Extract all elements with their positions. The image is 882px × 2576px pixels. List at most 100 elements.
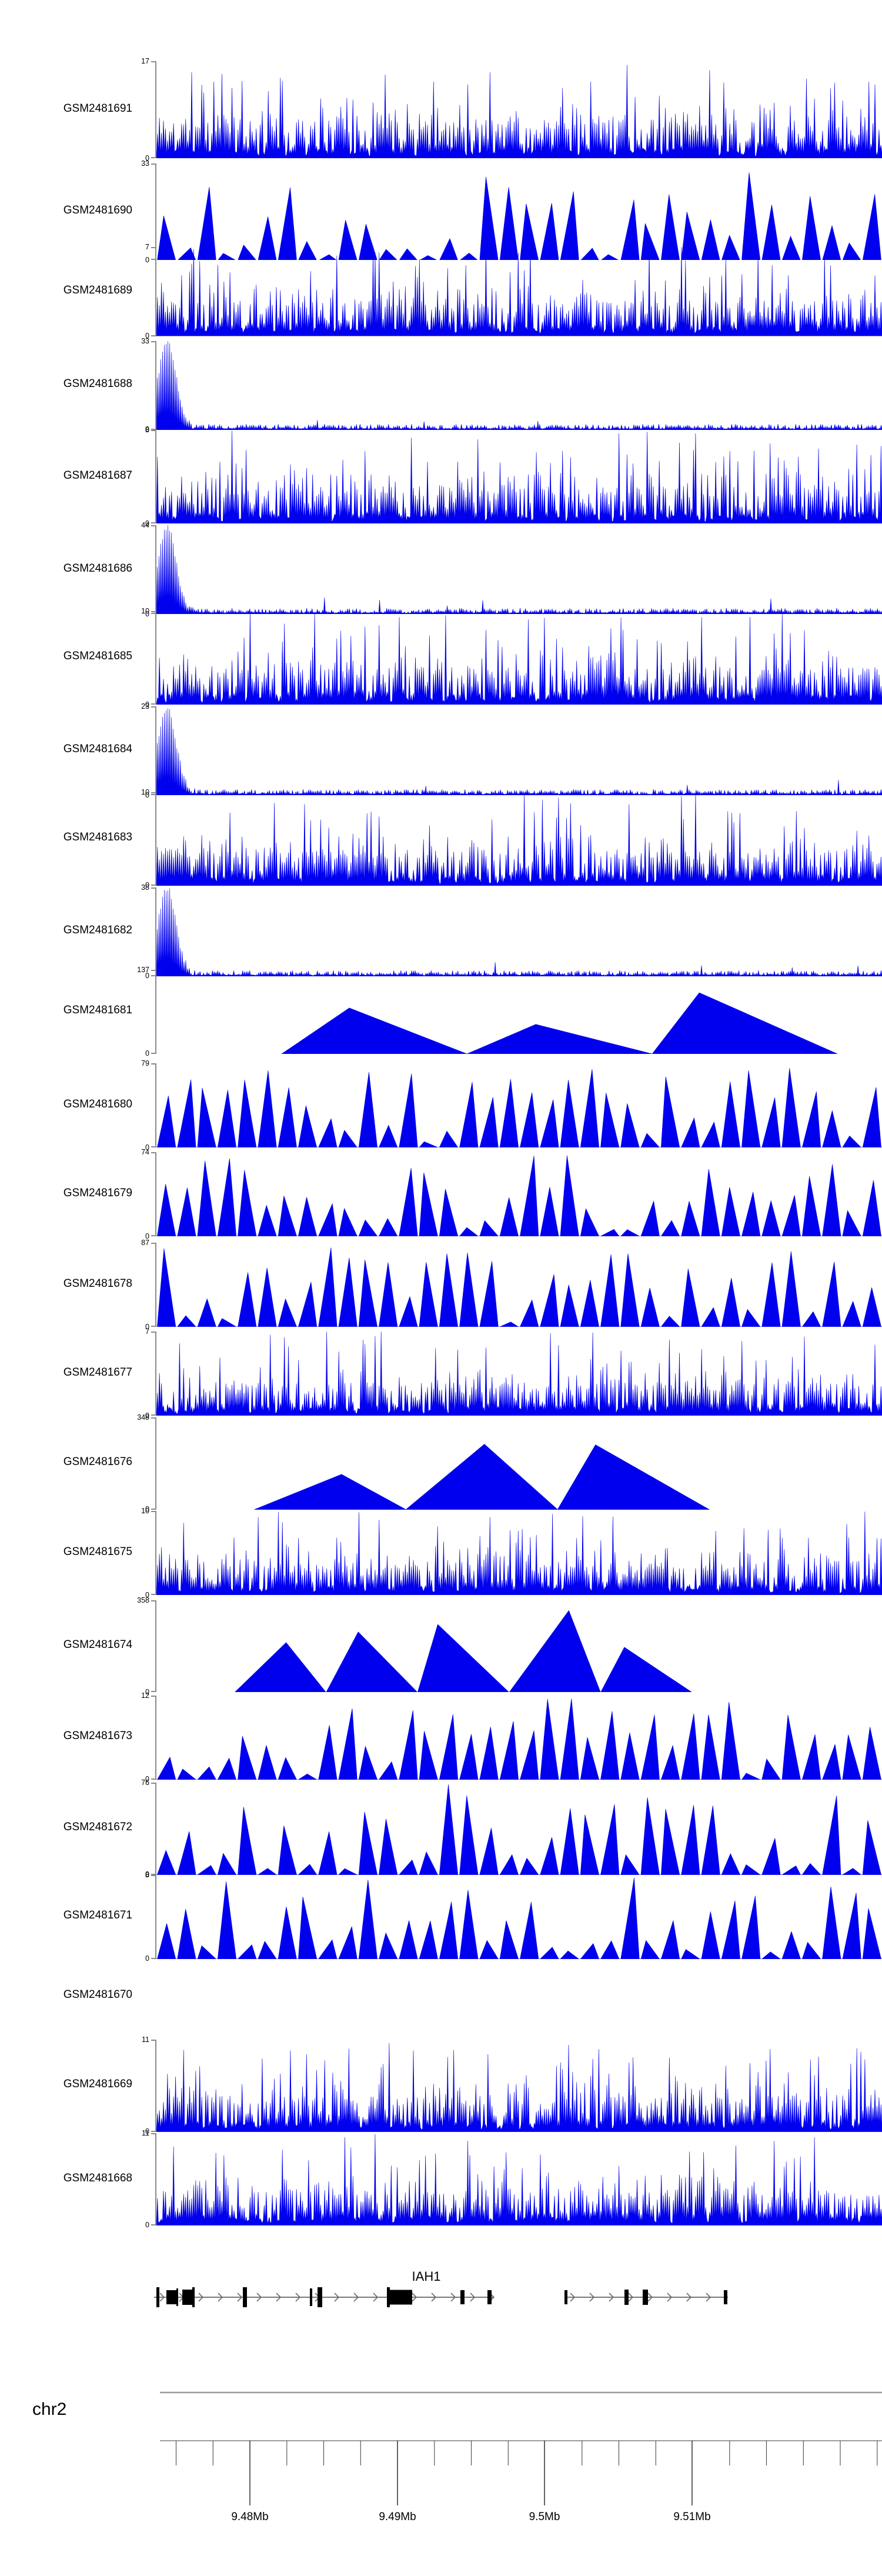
axis-tick-label: 9.49Mb	[379, 2511, 416, 2523]
gene-exon[interactable]	[176, 2288, 178, 2306]
track-data-area[interactable]	[156, 970, 882, 1054]
track-data-area[interactable]	[156, 1243, 882, 1327]
track-y-axis: 33 0	[139, 338, 156, 433]
track-data-area[interactable]	[156, 163, 882, 261]
gene-exon[interactable]	[390, 2290, 412, 2305]
track-gsm2481680[interactable]: GSM2481680 79 0	[0, 1060, 882, 1151]
track-data-area[interactable]	[156, 525, 882, 615]
track-gsm2481683[interactable]: GSM2481683 10 0	[0, 789, 882, 889]
track-data-area[interactable]	[156, 61, 882, 159]
track-data-area[interactable]	[156, 792, 882, 886]
track-gsm2481669[interactable]: GSM2481669 11 0	[0, 2036, 882, 2135]
track-gsm2481681[interactable]: GSM2481681 137 0	[0, 966, 882, 1057]
track-data-area[interactable]	[156, 1875, 882, 1959]
y-axis-max-label: 7	[145, 243, 149, 252]
y-axis-min-label: 0	[145, 609, 149, 618]
y-axis-tick-max	[151, 1511, 156, 1513]
y-axis-line	[155, 1417, 156, 1510]
chromosome-label: chr2	[32, 2400, 67, 2419]
gene-exon[interactable]	[182, 2290, 193, 2305]
track-data-area[interactable]	[156, 247, 882, 336]
y-axis-max-label: 17	[141, 57, 149, 66]
gene-exon[interactable]	[243, 2287, 247, 2307]
y-axis-line	[155, 429, 156, 524]
y-axis-tick-min	[151, 259, 156, 261]
track-data-area[interactable]	[156, 611, 882, 705]
gene-exon[interactable]	[624, 2290, 629, 2305]
gene-exon[interactable]	[724, 2290, 727, 2304]
y-axis-line	[155, 163, 156, 261]
track-data-area[interactable]	[156, 2040, 882, 2132]
track-data-area[interactable]	[156, 1332, 882, 1416]
strand-arrow-icon	[373, 2293, 379, 2302]
track-gsm2481676[interactable]: GSM2481676 348 0	[0, 1414, 882, 1513]
strand-arrow-icon	[609, 2293, 614, 2302]
track-label: GSM2481681	[63, 1004, 132, 1017]
gene-exon[interactable]	[310, 2288, 312, 2306]
track-data-area[interactable]	[156, 1417, 882, 1510]
y-axis-min-label: 0	[145, 255, 149, 264]
track-data-area[interactable]	[156, 341, 882, 430]
y-axis-max-label: 8	[145, 425, 149, 434]
y-axis-line	[155, 2039, 156, 2132]
strand-arrow-icon	[470, 2293, 476, 2302]
gene-exon[interactable]	[487, 2290, 492, 2304]
y-axis-tick-min	[151, 703, 156, 705]
gene-exon[interactable]	[387, 2287, 390, 2307]
track-gsm2481687[interactable]: GSM2481687 8 0	[0, 426, 882, 527]
y-axis-line	[155, 1600, 156, 1693]
gene-exon[interactable]	[192, 2287, 195, 2307]
track-gsm2481686[interactable]: GSM2481686 44 0	[0, 522, 882, 618]
track-gsm2481668[interactable]: GSM2481668 11 0	[0, 2130, 882, 2228]
genome-coordinate-axis[interactable]: chr2 9.48Mb 9.49Mb 9.5Mb 9.51Mb	[0, 2388, 882, 2529]
track-gsm2481682[interactable]: GSM2481682 38 0	[0, 884, 882, 979]
track-gsm2481674[interactable]: GSM2481674 358 0	[0, 1597, 882, 1696]
coverage-area	[156, 2043, 882, 2132]
track-gsm2481691[interactable]: GSM2481691 17 0	[0, 57, 882, 162]
track-data-area[interactable]	[156, 887, 882, 976]
track-data-area[interactable]	[156, 1152, 882, 1237]
track-data-area[interactable]	[156, 1063, 882, 1148]
gene-exon[interactable]	[643, 2290, 648, 2305]
y-axis-min-label: 0	[145, 1775, 149, 1784]
track-label: GSM2481688	[63, 378, 132, 391]
y-axis-max-label: 23	[141, 702, 149, 710]
track-gsm2481670[interactable]: GSM2481670	[0, 1964, 882, 2028]
gene-model-track[interactable]: IAH1	[0, 2257, 882, 2316]
track-data-area[interactable]	[156, 430, 882, 524]
track-gsm2481684[interactable]: GSM2481684 23 0	[0, 702, 882, 799]
track-gsm2481677[interactable]: GSM2481677 7 0	[0, 1328, 882, 1419]
track-gsm2481689[interactable]: GSM2481689 7 0	[0, 243, 882, 339]
track-data-area[interactable]	[156, 706, 882, 795]
track-gsm2481690[interactable]: GSM2481690 33 0	[0, 160, 882, 264]
track-y-axis: 11 0	[139, 2036, 156, 2135]
y-axis-line	[155, 1695, 156, 1780]
gene-exon[interactable]	[460, 2290, 465, 2304]
y-axis-tick-max	[151, 1783, 156, 1784]
track-gsm2481685[interactable]: GSM2481685 10 0	[0, 608, 882, 708]
track-data-area[interactable]	[156, 1600, 882, 1693]
track-data-area[interactable]	[156, 1783, 882, 1875]
gene-exon[interactable]	[156, 2287, 159, 2307]
track-label: GSM2481669	[63, 2078, 132, 2091]
coverage-area	[234, 1610, 693, 1693]
track-label: GSM2481682	[63, 924, 132, 937]
track-data-area[interactable]	[156, 2133, 882, 2225]
track-gsm2481675[interactable]: GSM2481675 10 0	[0, 1507, 882, 1599]
track-gsm2481671[interactable]: GSM2481671 8 0	[0, 1871, 882, 1962]
track-y-axis: 76 0	[139, 1779, 156, 1878]
track-gsm2481688[interactable]: GSM2481688 33 0	[0, 338, 882, 433]
track-label: GSM2481675	[63, 1545, 132, 1558]
gene-exon[interactable]	[564, 2290, 567, 2304]
gene-exon[interactable]	[166, 2290, 176, 2304]
track-gsm2481679[interactable]: GSM2481679 74 0	[0, 1149, 882, 1240]
track-gsm2481678[interactable]: GSM2481678 87 0	[0, 1239, 882, 1330]
track-gsm2481672[interactable]: GSM2481672 76 0	[0, 1779, 882, 1878]
track-data-area[interactable]	[156, 1696, 882, 1780]
track-data-area[interactable]	[156, 1511, 882, 1596]
y-axis-max-label: 7	[145, 1327, 149, 1336]
gene-exon[interactable]	[318, 2287, 322, 2307]
track-gsm2481673[interactable]: GSM2481673 12 0	[0, 1692, 882, 1784]
